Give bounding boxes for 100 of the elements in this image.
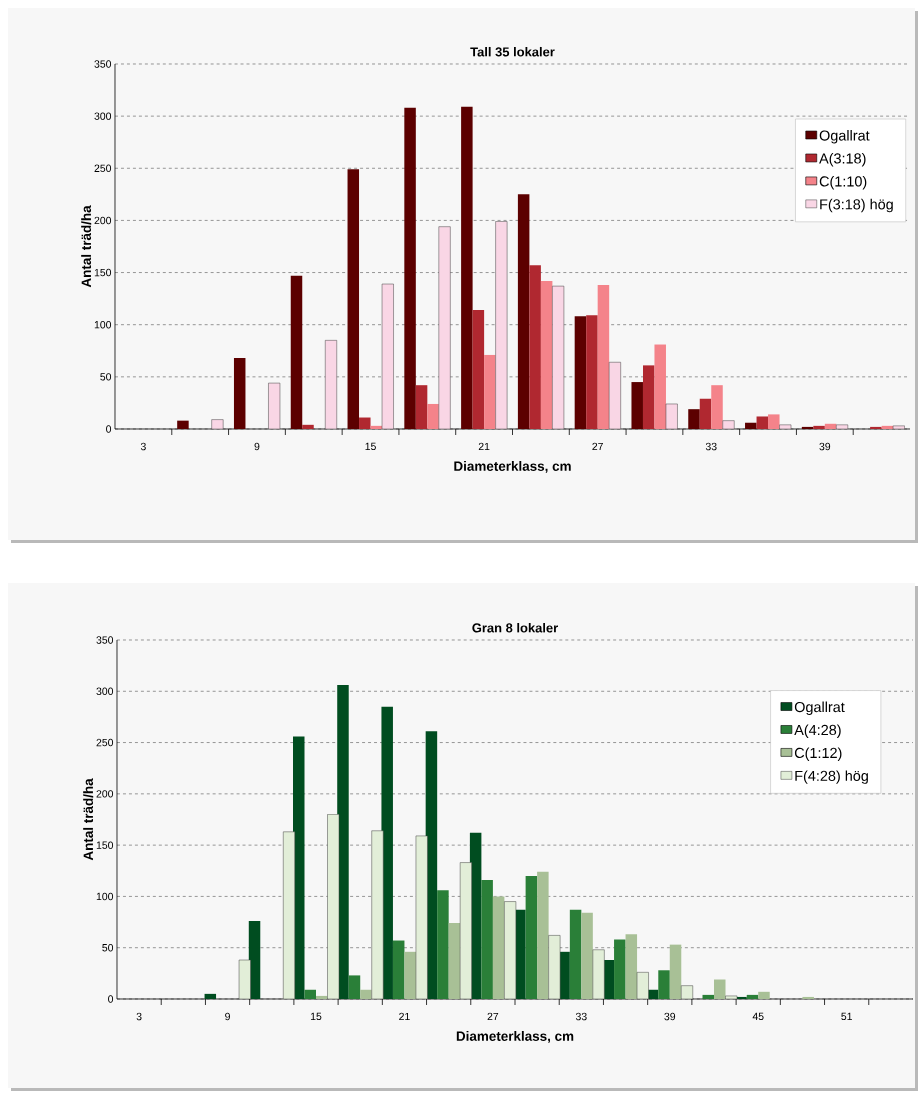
bar [529,265,541,429]
x-tick-label: 3 [136,1012,142,1021]
x-tick-label: 21 [399,1012,410,1021]
bar [495,221,508,429]
bar [302,424,314,429]
bar [592,949,605,999]
bar [702,994,714,999]
bar [325,340,337,429]
bar [211,419,224,429]
bar [658,970,670,999]
bar [688,409,700,429]
bar [316,995,328,999]
bar [768,414,780,429]
y-tick-label: 0 [106,425,112,433]
bar [836,424,849,429]
legend-label: A(3:18) [819,152,866,167]
chart-title: Gran 8 lokaler [472,622,558,633]
bar [404,951,416,999]
bar [745,422,757,429]
bar [758,991,770,999]
bar [714,979,726,999]
chart-title: Tall 35 lokaler [470,46,555,57]
bar [392,940,405,999]
bar [481,880,493,999]
bar [204,993,217,999]
y-axis-title: Antal träd/ha [81,205,92,288]
bar [586,315,598,429]
bar [711,385,723,429]
bar [665,403,678,429]
y-tick-label: 150 [96,841,114,849]
bar [642,365,655,429]
legend-label: F(4:28) hög [795,770,868,784]
x-tick-label: 9 [225,1012,230,1021]
bar [525,875,538,999]
x-tick-label: 45 [752,1012,764,1021]
bar [371,830,384,999]
bar [437,890,449,999]
y-tick-label: 350 [96,636,114,644]
bar [427,403,439,429]
legend-label: F(3:18) hög [820,198,893,213]
bar [631,382,643,429]
x-tick-label: 39 [819,442,831,451]
bar [569,909,582,999]
bar [448,923,461,999]
bar [892,425,905,429]
bar [177,420,189,429]
x-tick-label: 21 [478,442,490,451]
x-tick-label: 27 [592,442,603,451]
bar [404,107,416,429]
y-tick-label: 0 [108,995,114,1003]
bar [801,426,814,429]
bar [540,280,553,429]
bar [492,896,505,999]
legend-label: Ogallrat [794,701,845,716]
y-tick-label: 50 [102,944,114,952]
x-tick-label: 3 [140,442,146,451]
bar [304,989,316,999]
y-tick-label: 100 [96,892,114,901]
y-tick-label: 300 [94,112,112,120]
legend-label: A(4:28) [794,724,841,738]
y-tick-label: 100 [94,321,112,329]
x-tick-label: 33 [705,442,717,451]
y-axis-title: Antal träd/ha [83,778,94,861]
bar [625,934,638,999]
bar [813,425,825,429]
bar [233,358,246,429]
bar [472,310,485,429]
bar [699,398,712,429]
bar [597,285,610,429]
bar [779,424,792,429]
y-tick-label: 200 [96,790,114,798]
y-tick-label: 250 [94,164,112,172]
x-axis-title: Diameterklass, cm [454,461,571,473]
x-tick-label: 51 [841,1012,852,1021]
bar [574,316,587,429]
bar [614,939,626,999]
bar [669,944,682,999]
bar [381,283,394,429]
bar [360,989,372,999]
bar [581,912,593,999]
legend-label: C(1:10) [819,175,867,190]
bar [347,169,360,429]
y-tick-label: 250 [96,738,114,747]
x-tick-label: 15 [365,442,376,451]
bar [348,975,361,999]
bar [722,420,735,429]
x-tick-label: 27 [487,1012,499,1021]
x-axis-title: Diameterklass, cm [456,1031,574,1043]
bar [608,361,621,429]
x-tick-label: 9 [254,442,260,451]
y-tick-label: 200 [94,216,112,225]
y-tick-label: 150 [94,268,112,277]
bar [438,226,451,429]
bar [293,736,305,999]
legend-label: C(1:12) [794,747,842,761]
bar [290,275,303,429]
bar [268,382,281,429]
bar [484,354,496,429]
bar [415,385,428,429]
bar [517,194,530,429]
